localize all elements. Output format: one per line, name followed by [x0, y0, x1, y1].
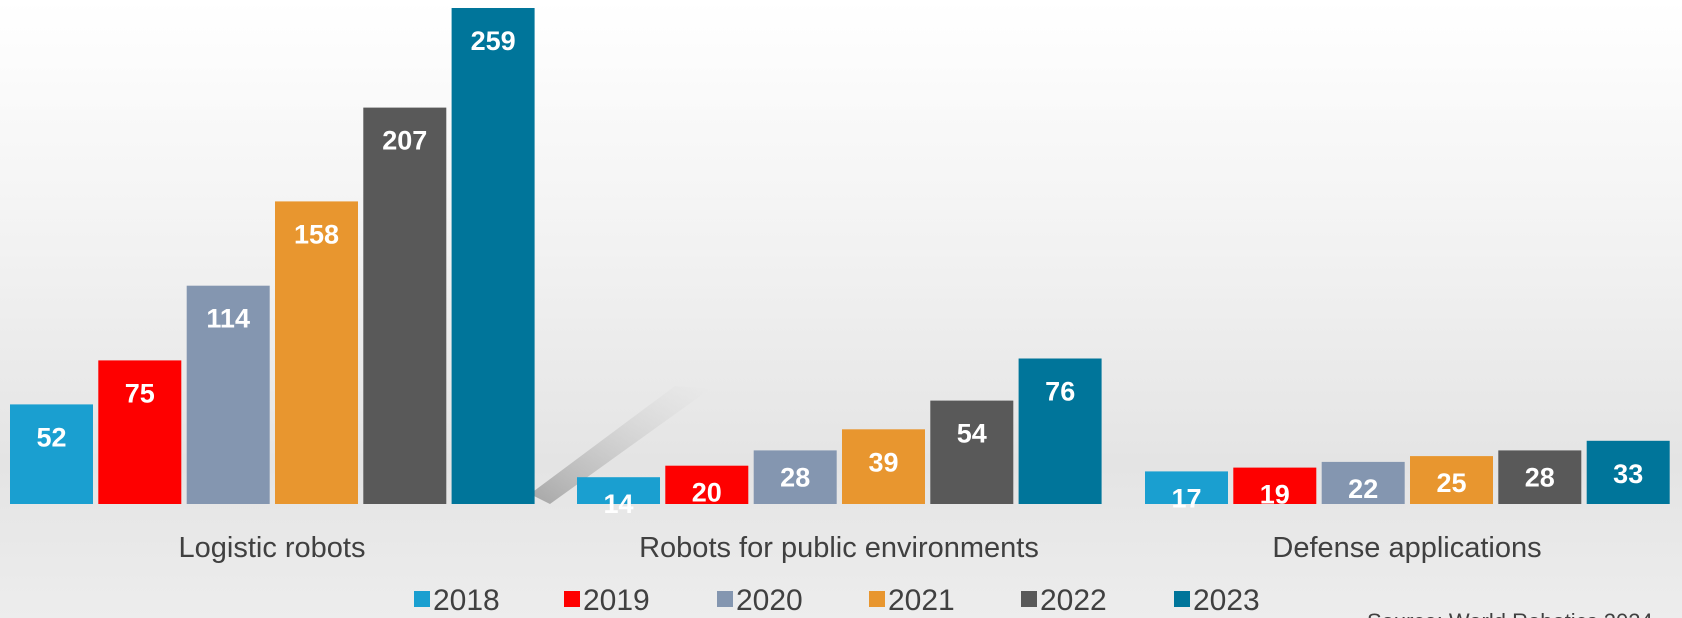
bar-2022-1 [363, 107, 447, 504]
bar-2021-2 [842, 429, 925, 504]
legend-swatch-2019 [564, 591, 580, 607]
bar-2019-1 [98, 360, 182, 504]
value-label-2019-1: 75 [125, 378, 155, 408]
bar-2021-1 [275, 201, 358, 504]
bar-2023-3 [1586, 440, 1670, 504]
bar-shadow-layer [529, 386, 710, 504]
legend-label-2018: 2018 [433, 584, 500, 617]
bar-2020-1 [186, 285, 270, 504]
value-label-2022-2: 54 [957, 419, 987, 449]
bar-shadow [529, 386, 710, 504]
source-note: Source: World Robotics 2024 [1367, 609, 1653, 618]
legend-swatch-2021 [869, 591, 885, 607]
value-label-2021-3: 25 [1436, 468, 1466, 498]
value-label-2021-1: 158 [294, 219, 339, 249]
bar-2021-3 [1410, 456, 1493, 504]
legend-label-2023: 2023 [1193, 584, 1260, 617]
bar-2022-2 [930, 400, 1014, 504]
value-label-2020-1: 114 [206, 304, 250, 334]
bar-2018-2 [577, 477, 660, 504]
category-label-3: Defense applications [1272, 532, 1541, 564]
legend-label-2020: 2020 [736, 584, 803, 617]
legend: 2018 2019 2020 2021 2022 2023 [414, 584, 1260, 617]
value-label-2023-2: 76 [1045, 377, 1075, 407]
bar-2023-1 [451, 8, 535, 504]
bar-2020-3 [1321, 461, 1405, 504]
bar-2022-3 [1498, 450, 1582, 504]
legend-swatch-2020 [717, 591, 733, 607]
bar-2020-2 [753, 450, 837, 504]
bar-2019-2 [665, 465, 749, 504]
value-label-2018-1: 52 [36, 422, 66, 452]
category-label-1: Logistic robots [179, 532, 366, 564]
bars-layer [10, 8, 1670, 504]
legend-swatch-2018 [414, 591, 430, 607]
category-label-2: Robots for public environments [639, 532, 1039, 564]
value-label-2021-2: 39 [868, 447, 898, 477]
value-labels-layer: 52 75 114 158 207 259 14 20 28 39 54 76 17 19 22 25 28 33 [36, 26, 1643, 519]
legend-label-2019: 2019 [583, 584, 650, 617]
value-label-2020-3: 22 [1348, 474, 1378, 504]
bar-2023-2 [1018, 358, 1102, 504]
value-label-2022-3: 28 [1525, 462, 1555, 492]
value-label-2019-3: 19 [1260, 480, 1290, 510]
bar-2019-3 [1233, 467, 1317, 504]
value-label-2023-1: 259 [471, 26, 516, 56]
value-label-2022-1: 207 [382, 126, 427, 156]
value-label-2023-3: 33 [1613, 459, 1643, 489]
category-axis: Logistic robots Robots for public environ… [179, 532, 1542, 564]
value-label-2018-3: 17 [1171, 483, 1201, 513]
value-label-2018-2: 14 [603, 489, 633, 519]
legend-swatch-2023 [1174, 591, 1190, 607]
value-label-2019-2: 20 [692, 478, 722, 508]
value-label-2020-2: 28 [780, 462, 810, 492]
legend-label-2021: 2021 [888, 584, 955, 617]
bar-2018-3 [1145, 471, 1228, 504]
bar-2018-1 [10, 404, 93, 504]
legend-label-2022: 2022 [1040, 584, 1107, 617]
legend-swatch-2022 [1021, 591, 1037, 607]
